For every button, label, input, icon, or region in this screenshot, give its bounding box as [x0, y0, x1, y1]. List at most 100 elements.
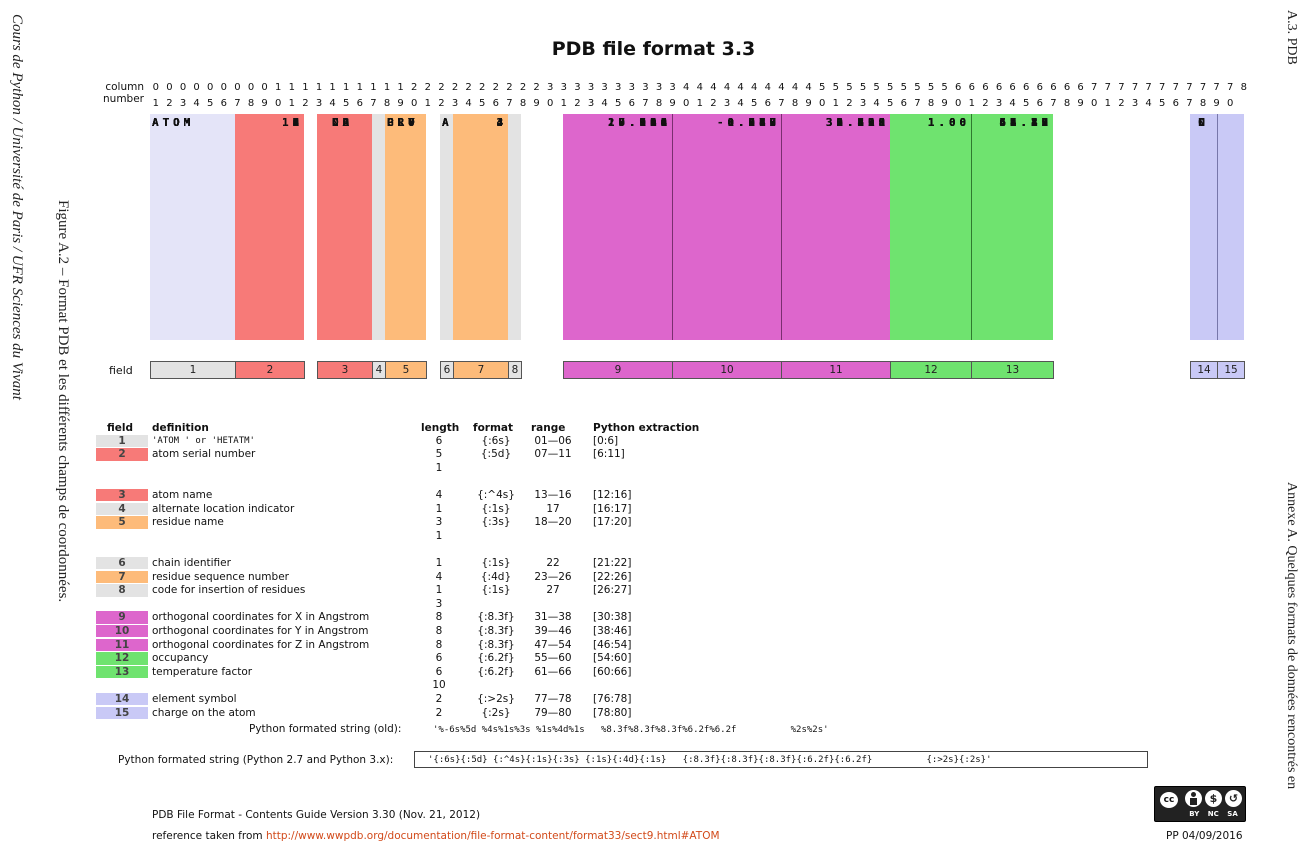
page-title: PDB file format 3.3 — [551, 38, 756, 60]
atom-elem-cell: C — [1198, 116, 1209, 129]
resseq-block — [453, 114, 508, 340]
col-header-length: length — [421, 422, 460, 434]
field-box: 10 — [672, 361, 782, 379]
field-badge: 9 — [96, 611, 148, 624]
ruler-digit: 7 — [234, 98, 241, 109]
ruler-digit: 4 — [683, 82, 690, 93]
atom-record-cell: ATOM — [152, 116, 195, 129]
atom-name-cell: N — [332, 116, 343, 129]
ruler-digit: 5 — [1023, 98, 1030, 109]
atom-b-cell: 55.45 — [999, 116, 1052, 129]
ruler-digit: 0 — [1227, 98, 1234, 109]
def-definition-cell: orthogonal coordinates for X in Angstrom — [152, 611, 370, 624]
ruler-digit: 6 — [995, 82, 1003, 93]
ruler-digit: 1 — [302, 82, 309, 93]
serial-block — [235, 114, 304, 340]
divider-occ-b — [971, 114, 972, 340]
reference-link[interactable]: http://www.wwpdb.org/documentation/file-… — [265, 830, 720, 842]
ruler-digit: 2 — [846, 98, 853, 109]
def-length-cell: 2 — [435, 692, 443, 705]
def-definition-cell: occupancy — [152, 652, 209, 665]
def-definition-cell: residue name — [152, 516, 224, 529]
ruler-digit: 5 — [900, 82, 907, 93]
license-labels: BY NC SA — [1189, 810, 1238, 818]
ruler-digit: 6 — [356, 98, 363, 109]
ruler-digit: 0 — [1091, 98, 1098, 109]
def-definition-cell: alternate location indicator — [152, 502, 295, 515]
ruler-digit: 8 — [655, 98, 663, 109]
ruler-digit: 3 — [655, 82, 663, 93]
def-format-cell: {:1s} — [481, 556, 511, 569]
field-badge: 6 — [96, 556, 148, 570]
atom-occ-cell: 1.00 — [927, 116, 970, 129]
ruler-digit: 3 — [995, 98, 1003, 109]
ruler-digit: 5 — [846, 82, 853, 93]
ruler-digit: 2 — [411, 82, 418, 93]
date-stamp: PP 04/09/2016 — [1166, 830, 1243, 842]
def-python-cell: [0:6] — [593, 434, 619, 447]
format-old-label: Python formated string (old): — [249, 723, 402, 735]
def-length-cell: 1 — [435, 584, 443, 597]
altloc-block — [372, 114, 385, 340]
atom-y-cell: -0.087 — [716, 116, 780, 129]
chapter-label: Annexe A. Quelques formats de données re… — [1284, 482, 1299, 790]
atom-occ-cell: 1.00 — [927, 116, 970, 129]
ruler-digit: 6 — [628, 98, 635, 109]
ruler-digit: 4 — [1009, 98, 1016, 109]
def-length-cell: 6 — [435, 434, 443, 447]
ruler-digit: 1 — [370, 82, 377, 93]
ruler-digit: 1 — [383, 82, 391, 93]
divider-elem-charge — [1217, 114, 1218, 340]
ruler-digit: 7 — [1186, 82, 1193, 93]
ruler-digit: 1 — [275, 82, 282, 93]
atom-z-cell: 33.851 — [825, 116, 889, 129]
cc-license-badge[interactable]: cc $ ↺ BY NC SA — [1154, 786, 1246, 822]
ruler-digit: 9 — [533, 98, 540, 109]
atom-record-cell: ATOM — [152, 116, 195, 129]
atom-resi-cell: 4 — [496, 116, 507, 129]
atom-x-cell: 15.721 — [607, 116, 671, 129]
ruler-digit: 1 — [356, 82, 363, 93]
def-python-cell: [60:66] — [593, 665, 632, 678]
atom-name-cell: N — [332, 116, 343, 129]
ruler-digit: 0 — [955, 98, 962, 109]
ruler-digit: 0 — [179, 82, 187, 93]
format-new-value: '{:6s}{:5d} {:^4s}{:1s}{:3s} {:1s}{:4d}{… — [428, 755, 992, 765]
atom-chain-cell: A — [442, 116, 453, 129]
def-python-cell: [38:46] — [593, 624, 632, 637]
ruler-digit: 0 — [683, 98, 690, 109]
ruler-digit: 0 — [207, 82, 214, 93]
atom-record-cell: ATOM — [152, 116, 195, 129]
atom-resi-cell: 4 — [496, 116, 507, 129]
field-badge: 1 — [96, 434, 148, 447]
atom-elem-cell: O — [1198, 116, 1209, 129]
atom-name-cell: CA — [332, 116, 354, 129]
atom-occ-cell: 1.00 — [927, 116, 970, 129]
field-badge: 4 — [96, 502, 148, 515]
def-definition-cell: 'ATOM ' or 'HETATM' — [152, 435, 255, 446]
atom-occ-cell: 1.00 — [927, 116, 970, 129]
def-range-cell: 61—66 — [534, 665, 572, 678]
atom-record-table: ATOM 1 N GLY A 3 17.119 0.186 36.320 1.00 64.10 N AT… — [0, 114, 1307, 340]
ruler-digit: 4 — [791, 82, 799, 93]
ruler-digit: 3 — [560, 82, 567, 93]
def-python-cell: [54:60] — [593, 652, 632, 665]
atom-y-cell: 0.742 — [727, 116, 780, 129]
course-title: Cours de Python / Université de Paris / … — [9, 14, 25, 400]
ruler-digit: 1 — [288, 98, 295, 109]
nc-icon: $ — [1205, 790, 1222, 807]
ruler-digit: 7 — [1050, 98, 1057, 109]
ruler-label-number: number — [103, 93, 144, 105]
ruler-digit: 5 — [914, 82, 921, 93]
def-definition-cell: orthogonal coordinates for Z in Angstrom — [152, 638, 370, 651]
def-definition-cell: code for insertion of residues — [152, 584, 306, 597]
def-range-cell: 18—20 — [534, 516, 572, 529]
ruler-digit: 3 — [859, 98, 867, 109]
def-range-cell: 27 — [546, 584, 560, 597]
ruler-digit: 3 — [315, 98, 323, 109]
def-python-cell: [6:11] — [593, 448, 625, 461]
ruler-digit: 8 — [383, 98, 391, 109]
ruler-digit: 2 — [465, 82, 472, 93]
atom-b-cell: 63.46 — [999, 116, 1052, 129]
